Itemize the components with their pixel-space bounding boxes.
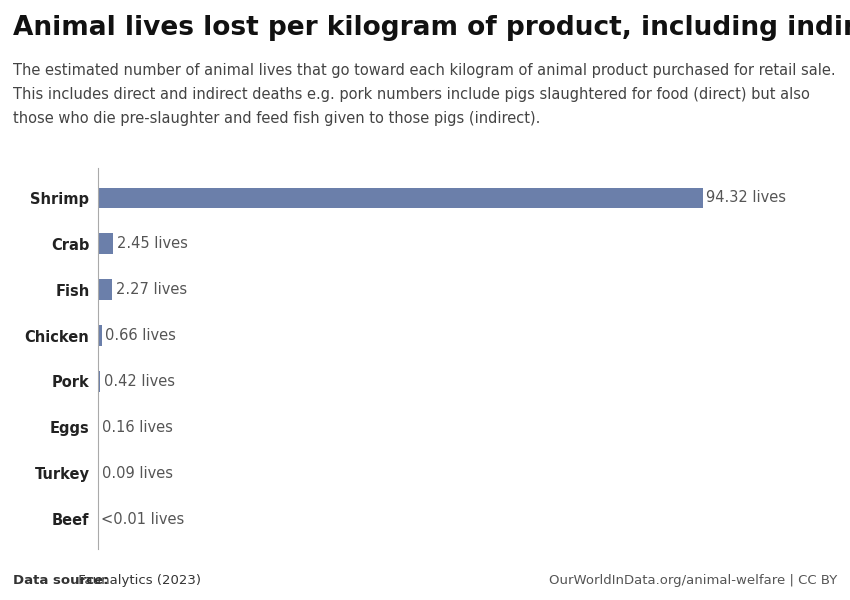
Text: 94.32 lives: 94.32 lives	[706, 190, 786, 205]
Text: Animal lives lost per kilogram of product, including indirect deaths: Animal lives lost per kilogram of produc…	[13, 15, 850, 41]
Text: OurWorldInData.org/animal-welfare | CC BY: OurWorldInData.org/animal-welfare | CC B…	[549, 574, 837, 587]
Text: Data source:: Data source:	[13, 574, 108, 587]
Bar	[98, 280, 112, 300]
Text: 0.42 lives: 0.42 lives	[104, 374, 174, 389]
Bar	[98, 417, 99, 437]
Bar	[98, 233, 113, 254]
Text: 0.66 lives: 0.66 lives	[105, 328, 176, 343]
Bar	[98, 325, 102, 346]
Text: 0.16 lives: 0.16 lives	[102, 420, 173, 435]
Text: 2.27 lives: 2.27 lives	[116, 282, 187, 297]
Text: Our World: Our World	[748, 21, 815, 34]
Text: those who die pre-slaughter and feed fish given to those pigs (indirect).: those who die pre-slaughter and feed fis…	[13, 111, 540, 126]
Bar	[98, 371, 100, 392]
Text: The estimated number of animal lives that go toward each kilogram of animal prod: The estimated number of animal lives tha…	[13, 63, 836, 78]
Text: in Data: in Data	[757, 42, 806, 55]
Text: Faunalytics (2023): Faunalytics (2023)	[74, 574, 201, 587]
Bar	[98, 188, 703, 208]
Text: <0.01 lives: <0.01 lives	[101, 512, 184, 527]
Text: 2.45 lives: 2.45 lives	[116, 236, 188, 251]
Text: This includes direct and indirect deaths e.g. pork numbers include pigs slaughte: This includes direct and indirect deaths…	[13, 87, 809, 102]
Text: 0.09 lives: 0.09 lives	[101, 466, 173, 481]
